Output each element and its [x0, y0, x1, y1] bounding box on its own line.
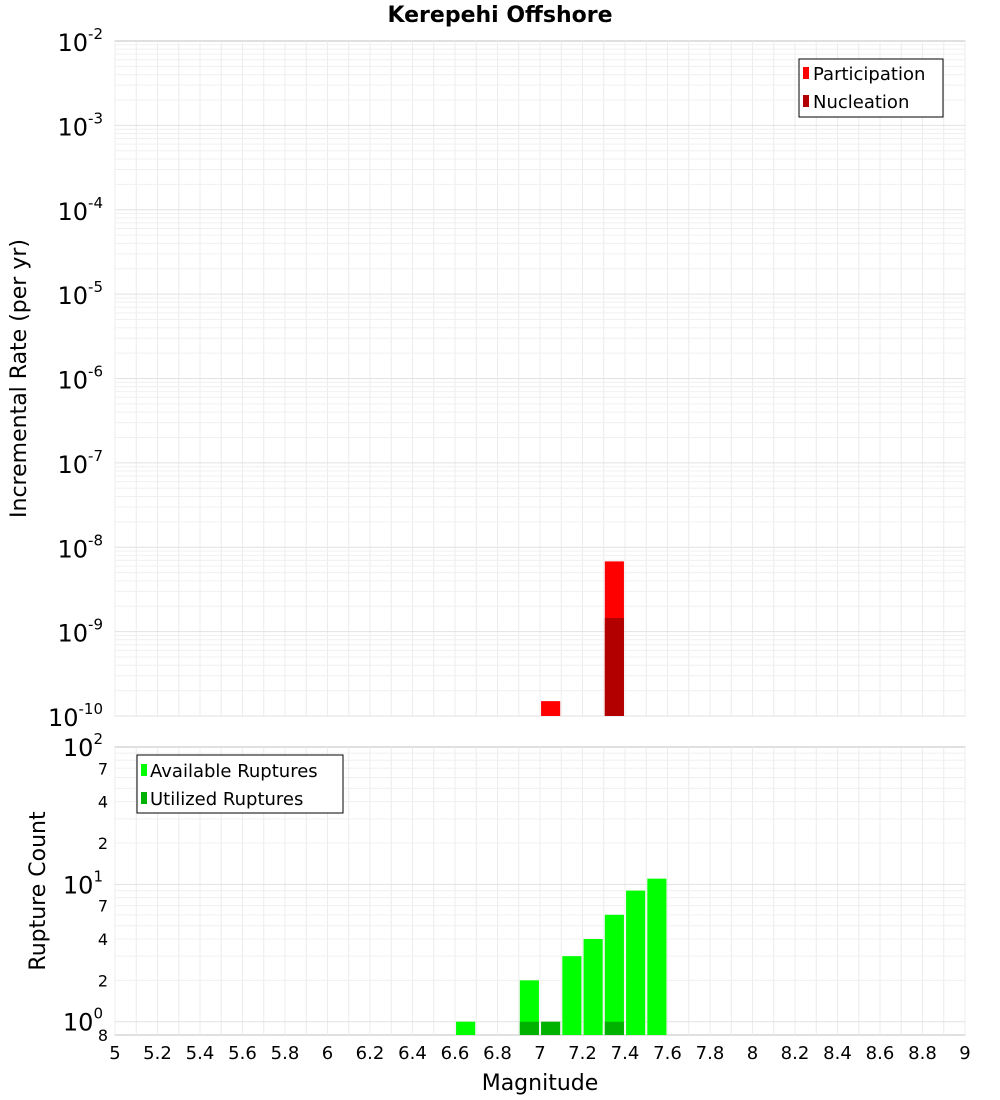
- top-legend-box: [798, 58, 944, 118]
- legend-label-nucleation: Nucleation: [813, 92, 909, 113]
- top-y-tick-label: 10-8: [57, 531, 103, 563]
- legend-swatch-utilized: [141, 792, 147, 804]
- x-tick-label: 6.2: [356, 1043, 385, 1064]
- top-bars: [541, 561, 624, 716]
- x-tick-label: 8.8: [908, 1043, 937, 1064]
- bar-utilized-ruptures-m7.05: [541, 1021, 561, 1035]
- x-tick-label: 6.6: [441, 1043, 470, 1064]
- x-tick-label: 8: [747, 1043, 758, 1064]
- x-tick-label: 8.2: [781, 1043, 810, 1064]
- bar-available-ruptures-m7.15: [562, 956, 582, 1035]
- x-tick-label: 5.2: [143, 1043, 172, 1064]
- bottom-bars: [456, 878, 667, 1035]
- top-y-tick-label: 10-9: [57, 616, 103, 648]
- bottom-y-axis-label: Rupture Count: [26, 811, 51, 971]
- x-tick-label: 5.6: [228, 1043, 257, 1064]
- legend-label-participation: Participation: [813, 64, 925, 85]
- x-tick-label: 9: [959, 1043, 970, 1064]
- bar-available-ruptures-m6.95: [519, 980, 539, 1035]
- bottom-y-major-tick-label: 102: [63, 730, 103, 762]
- x-tick-label: 6.4: [398, 1043, 427, 1064]
- bar-available-ruptures-m6.65: [456, 1021, 476, 1035]
- top-gridlines: [114, 41, 966, 717]
- x-tick-label: 7.6: [653, 1043, 682, 1064]
- bottom-y-minor-tick-label: 7: [98, 897, 108, 916]
- x-axis-label: Magnitude: [482, 1071, 599, 1096]
- x-tick-label: 8.6: [866, 1043, 895, 1064]
- bottom-gridlines: [114, 747, 966, 1035]
- bottom-y-minor-tick-label: 4: [98, 930, 108, 949]
- bar-available-ruptures-m7.35: [604, 914, 624, 1035]
- bottom-y-minor-tick-label: 2: [98, 834, 108, 853]
- top-y-tick-label: 10-5: [57, 278, 103, 310]
- bottom-y-minor-tick-label: 2: [98, 971, 108, 990]
- top-y-tick-label: 10-7: [57, 447, 103, 479]
- x-tick-label: 5.4: [186, 1043, 215, 1064]
- bar-utilized-ruptures-m6.95: [519, 1021, 539, 1035]
- top-y-tick-label: 10-6: [57, 363, 103, 395]
- bottom-y-minor-tick-label: 8: [98, 1026, 108, 1045]
- bar-available-ruptures-m7.25: [583, 939, 603, 1035]
- top-y-tick-label: 10-4: [57, 194, 103, 226]
- top-y-ticks: 10-2 10-3 10-4 10-5 10-6 10-7 10-8 10-9 10-10: [48, 25, 103, 732]
- x-tick-label: 5.8: [271, 1043, 300, 1064]
- top-y-tick-label: 10-3: [57, 109, 103, 141]
- x-tick-label: 5: [109, 1043, 120, 1064]
- bar-participation-m7.05: [541, 701, 561, 716]
- bar-available-ruptures-m7.55: [647, 878, 667, 1035]
- bottom-y-major-tick-label: 100: [63, 1005, 103, 1037]
- bottom-legend-box: [136, 754, 344, 814]
- x-tick-label: 7.4: [611, 1043, 640, 1064]
- bottom-y-minor-tick-label: 7: [98, 759, 108, 778]
- bar-available-ruptures-m7.45: [626, 890, 646, 1035]
- x-tick-label: 7: [534, 1043, 545, 1064]
- top-y-tick-label: 10-10: [48, 700, 103, 732]
- x-ticks: 5 5.2 5.4 5.6 5.8 6 6.2 6.4 6.6 6.8 7 7.2 7.4 7.6 7.8 8…: [109, 1043, 970, 1064]
- bottom-y-ticks: 102 101 100 7 4 2 7 4 2 8: [63, 730, 108, 1045]
- bottom-y-major-tick-label: 101: [63, 867, 103, 899]
- chart-title: Kerepehi Offshore: [387, 3, 612, 28]
- bar-nucleation-m7.35: [604, 618, 624, 716]
- legend-label-utilized: Utilized Ruptures: [150, 789, 303, 810]
- top-y-axis-label: Incremental Rate (per yr): [7, 239, 32, 518]
- top-legend: Participation Nucleation: [798, 58, 944, 118]
- bottom-y-minor-tick-label: 4: [98, 793, 108, 812]
- legend-swatch-available: [141, 764, 147, 776]
- bottom-legend: Available Ruptures Utilized Ruptures: [136, 754, 344, 814]
- x-tick-label: 7.2: [568, 1043, 597, 1064]
- x-tick-label: 7.8: [696, 1043, 725, 1064]
- top-panel: 10-2 10-3 10-4 10-5 10-6 10-7 10-8 10-9 10-10 In…: [7, 25, 966, 732]
- legend-label-available: Available Ruptures: [150, 761, 318, 782]
- x-tick-label: 6.8: [483, 1043, 512, 1064]
- x-tick-label: 8.4: [823, 1043, 852, 1064]
- legend-swatch-participation: [803, 67, 809, 79]
- top-y-tick-label: 10-2: [57, 25, 103, 57]
- bottom-panel: 102 101 100 7 4 2 7 4 2 8 5 5.2 5.4 5.6 5.8 6 6.2 6.4 6.6…: [26, 730, 971, 1096]
- x-tick-label: 6: [322, 1043, 333, 1064]
- bar-utilized-ruptures-m7.35: [604, 1021, 624, 1035]
- legend-swatch-nucleation: [803, 95, 809, 107]
